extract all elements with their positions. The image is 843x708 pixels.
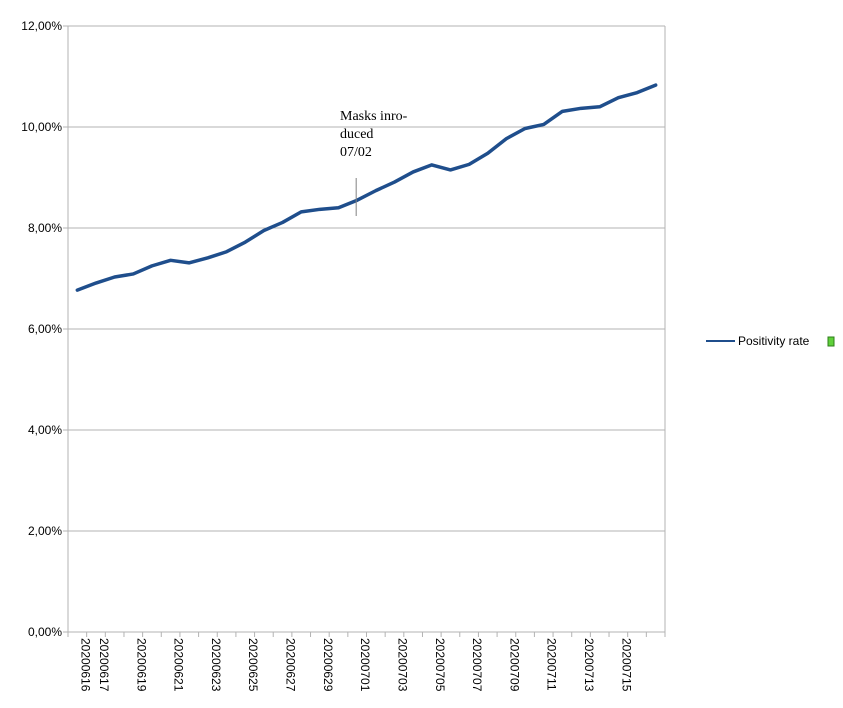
x-tick-label: 20200703 bbox=[395, 638, 409, 692]
x-tick-label: 20200629 bbox=[321, 638, 335, 692]
annotation-text-line: duced bbox=[340, 127, 373, 142]
x-tick-label: 20200715 bbox=[619, 638, 633, 692]
x-tick-label: 20200701 bbox=[358, 638, 372, 692]
y-tick-label: 4,00% bbox=[28, 423, 62, 437]
annotation: Masks inro-duced 07/02 bbox=[340, 109, 408, 216]
x-tick-label: 20200619 bbox=[134, 638, 148, 692]
x-tick-label: 20200623 bbox=[209, 638, 223, 692]
y-axis: 0,00% 2,00% 4,00% 6,00% 8,00% 10,00% 12,00% bbox=[21, 19, 68, 639]
annotation-text-line: Masks inro- bbox=[340, 109, 408, 124]
x-tick-label: 20200621 bbox=[172, 638, 186, 692]
series-line bbox=[75, 83, 658, 292]
x-tick-label: 20200705 bbox=[433, 638, 447, 692]
x-tick-label: 20200617 bbox=[97, 638, 111, 692]
y-tick-label: 6,00% bbox=[28, 322, 62, 336]
x-axis: 20200616 20200617 20200619 20200621 20200623… bbox=[67, 632, 666, 692]
x-tick-label: 20200707 bbox=[470, 638, 484, 692]
x-tick-label: 20200625 bbox=[246, 638, 260, 692]
legend-label: Positivity rate bbox=[738, 334, 810, 348]
x-tick-label: 20200709 bbox=[507, 638, 521, 692]
y-tick-label: 2,00% bbox=[28, 524, 62, 538]
y-tick-label: 0,00% bbox=[28, 625, 62, 639]
y-tick-label: 8,00% bbox=[28, 221, 62, 235]
x-tick-label: 20200627 bbox=[284, 638, 298, 692]
y-tick-label: 10,00% bbox=[21, 120, 62, 134]
legend-green-marker bbox=[827, 336, 835, 347]
annotation-text-line: 07/02 bbox=[340, 145, 372, 160]
x-tick-label: 20200711 bbox=[545, 638, 559, 691]
x-tick-label: 20200616 bbox=[78, 638, 92, 692]
y-tick-label: 12,00% bbox=[21, 19, 62, 33]
legend: Positivity rate bbox=[706, 334, 835, 348]
gridlines bbox=[68, 25, 665, 633]
x-tick-label: 20200713 bbox=[582, 638, 596, 692]
series-lines bbox=[75, 83, 658, 292]
